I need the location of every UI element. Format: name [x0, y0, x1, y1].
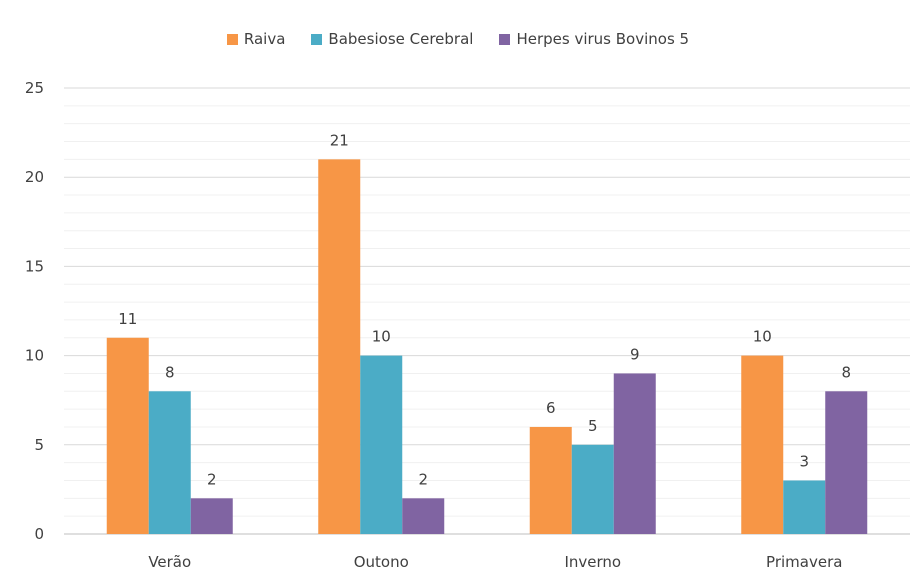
data-label: 5: [588, 417, 598, 435]
bar-babesiose-cerebral-0: [148, 391, 191, 534]
bar-herpes-virus-bovinos-5-3: [825, 391, 868, 534]
legend-label-herpes: Herpes virus Bovinos 5: [516, 30, 690, 48]
data-label: 11: [118, 310, 137, 328]
data-label: 2: [207, 470, 217, 488]
y-tick-label: 20: [25, 168, 44, 186]
x-tick-label: Inverno: [564, 553, 621, 571]
bar-herpes-virus-bovinos-5-0: [190, 498, 233, 534]
x-tick-label: Verão: [148, 553, 191, 571]
bar-herpes-virus-bovinos-5-1: [402, 498, 445, 534]
bar-babesiose-cerebral-1: [360, 355, 403, 534]
x-tick-label: Outono: [354, 553, 409, 571]
data-label: 8: [841, 363, 851, 381]
legend-swatch-babesiose: [311, 33, 323, 45]
legend-swatch-herpes: [499, 33, 511, 45]
bar-raiva-1: [318, 159, 361, 535]
bar-babesiose-cerebral-2: [571, 444, 614, 534]
y-tick-label: 0: [34, 525, 44, 543]
bar-raiva-0: [106, 337, 149, 534]
legend-item-raiva: Raiva: [226, 30, 286, 48]
legend-label-raiva: Raiva: [243, 30, 286, 48]
legend-label-babesiose: Babesiose Cerebral: [328, 30, 474, 48]
data-label: 8: [165, 363, 175, 381]
bar-raiva-2: [529, 426, 572, 534]
bar-raiva-3: [741, 355, 784, 534]
bar-babesiose-cerebral-3: [783, 480, 826, 534]
data-label: 10: [753, 328, 772, 346]
data-label: 2: [418, 470, 428, 488]
bar-herpes-virus-bovinos-5-2: [613, 373, 656, 534]
data-label: 3: [799, 452, 809, 470]
legend-item-babesiose: Babesiose Cerebral: [311, 30, 473, 48]
legend-item-herpes: Herpes virus Bovinos 5: [499, 30, 689, 48]
data-label: 10: [372, 328, 391, 346]
legend-swatch-raiva: [226, 33, 238, 45]
data-label: 21: [330, 131, 349, 149]
legend: Raiva Babesiose Cerebral Herpes virus Bo…: [0, 30, 916, 48]
y-tick-label: 25: [25, 79, 44, 97]
x-tick-label: Primavera: [766, 553, 842, 571]
y-tick-label: 5: [34, 436, 44, 454]
y-tick-label: 15: [25, 257, 44, 275]
y-tick-label: 10: [25, 347, 44, 365]
data-label: 9: [630, 345, 640, 363]
data-label: 6: [546, 399, 556, 417]
